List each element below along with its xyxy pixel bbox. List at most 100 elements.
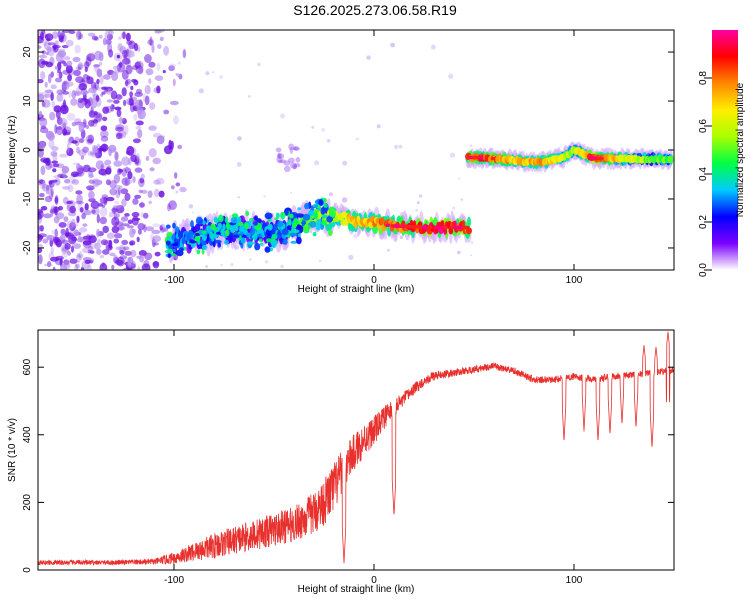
noise-speckle xyxy=(86,138,93,143)
noise-speckle xyxy=(148,61,156,68)
ridge-point xyxy=(326,216,333,223)
ridge-point xyxy=(224,216,229,224)
noise-speckle xyxy=(71,121,77,127)
noise-speckle xyxy=(283,165,291,173)
noise-speckle xyxy=(469,144,473,148)
noise-speckle xyxy=(101,163,108,169)
noise-speckle xyxy=(59,104,69,115)
ridge-point xyxy=(178,247,184,252)
noise-speckle xyxy=(104,159,112,165)
noise-speckle xyxy=(78,33,84,40)
noise-speckle xyxy=(390,42,395,48)
noise-speckle xyxy=(120,220,125,227)
noise-speckle xyxy=(45,162,53,170)
noise-speckle xyxy=(63,81,68,85)
noise-speckle xyxy=(399,235,404,240)
noise-speckle xyxy=(134,167,143,173)
ridge-point xyxy=(258,238,263,242)
noise-speckle xyxy=(177,61,181,65)
noise-speckle xyxy=(106,33,113,41)
noise-speckle xyxy=(121,239,129,245)
noise-speckle xyxy=(123,125,129,135)
noise-speckle xyxy=(55,52,64,63)
noise-speckle xyxy=(55,109,61,119)
noise-speckle xyxy=(118,168,124,173)
noise-speckle xyxy=(116,133,123,140)
noise-speckle xyxy=(94,50,103,61)
noise-speckle xyxy=(39,192,45,198)
noise-speckle xyxy=(138,250,147,257)
noise-speckle xyxy=(126,225,134,229)
noise-speckle xyxy=(101,91,106,95)
noise-speckle xyxy=(113,160,122,167)
noise-speckle xyxy=(90,200,100,209)
ridge-point xyxy=(290,240,298,244)
noise-speckle xyxy=(398,144,403,149)
ridge-point xyxy=(302,227,309,233)
noise-speckle xyxy=(82,247,91,254)
noise-speckle xyxy=(168,65,175,72)
noise-speckle xyxy=(122,31,126,40)
noise-speckle xyxy=(50,188,54,197)
ridge-point xyxy=(239,225,245,232)
noise-speckle xyxy=(76,146,80,154)
noise-speckle xyxy=(84,61,90,69)
noise-speckle xyxy=(148,125,157,131)
ridge-point xyxy=(448,227,454,235)
noise-speckle xyxy=(81,212,86,220)
spectrogram-y-ticks: -20 -10 0 10 20 xyxy=(22,46,674,255)
noise-speckle xyxy=(82,240,92,246)
noise-speckle xyxy=(177,144,183,150)
noise-speckle xyxy=(470,241,474,244)
noise-speckle xyxy=(124,213,130,217)
noise-speckle xyxy=(51,100,55,108)
noise-speckle xyxy=(108,211,114,218)
noise-speckle xyxy=(55,255,64,261)
noise-speckle xyxy=(154,251,161,257)
ridge-point xyxy=(249,217,254,223)
ridge-point xyxy=(172,222,176,229)
noise-speckle xyxy=(92,178,100,188)
noise-speckle xyxy=(41,30,46,35)
noise-speckle xyxy=(38,30,47,39)
noise-speckle xyxy=(108,49,114,58)
noise-speckle xyxy=(135,88,143,94)
noise-speckle xyxy=(51,45,61,49)
noise-speckle xyxy=(115,246,122,251)
noise-speckle xyxy=(154,75,164,81)
noise-speckle xyxy=(62,127,67,136)
noise-speckle xyxy=(68,91,72,98)
noise-speckle xyxy=(205,265,208,268)
noise-speckle xyxy=(100,93,104,97)
noise-speckle xyxy=(47,47,55,57)
ridge-point xyxy=(247,241,255,245)
ridge-upper-band xyxy=(465,141,674,173)
noise-speckle xyxy=(96,248,102,255)
noise-speckle xyxy=(58,222,67,228)
noise-speckle xyxy=(78,83,87,91)
noise-speckle xyxy=(58,71,63,79)
noise-speckle xyxy=(152,235,162,243)
noise-speckle xyxy=(56,126,63,136)
noise-speckle xyxy=(131,211,140,218)
noise-speckle xyxy=(99,74,104,85)
noise-speckle xyxy=(115,124,125,130)
noise-speckle xyxy=(263,195,266,198)
noise-speckle xyxy=(175,73,178,75)
noise-speckle xyxy=(74,263,79,270)
noise-speckle xyxy=(93,64,100,73)
noise-speckle xyxy=(71,140,78,144)
noise-speckle xyxy=(134,155,140,165)
ridge-point xyxy=(266,238,272,243)
noise-speckle xyxy=(230,262,234,267)
noise-speckle xyxy=(93,64,100,68)
noise-speckle xyxy=(121,58,131,65)
ridge-point xyxy=(236,216,242,223)
noise-speckle xyxy=(45,51,50,56)
noise-speckle xyxy=(38,54,48,59)
noise-speckle xyxy=(127,219,134,225)
ridge-point xyxy=(230,216,239,224)
noise-speckle xyxy=(84,203,89,211)
ridge-point xyxy=(315,223,321,231)
ridge-point xyxy=(256,234,263,238)
